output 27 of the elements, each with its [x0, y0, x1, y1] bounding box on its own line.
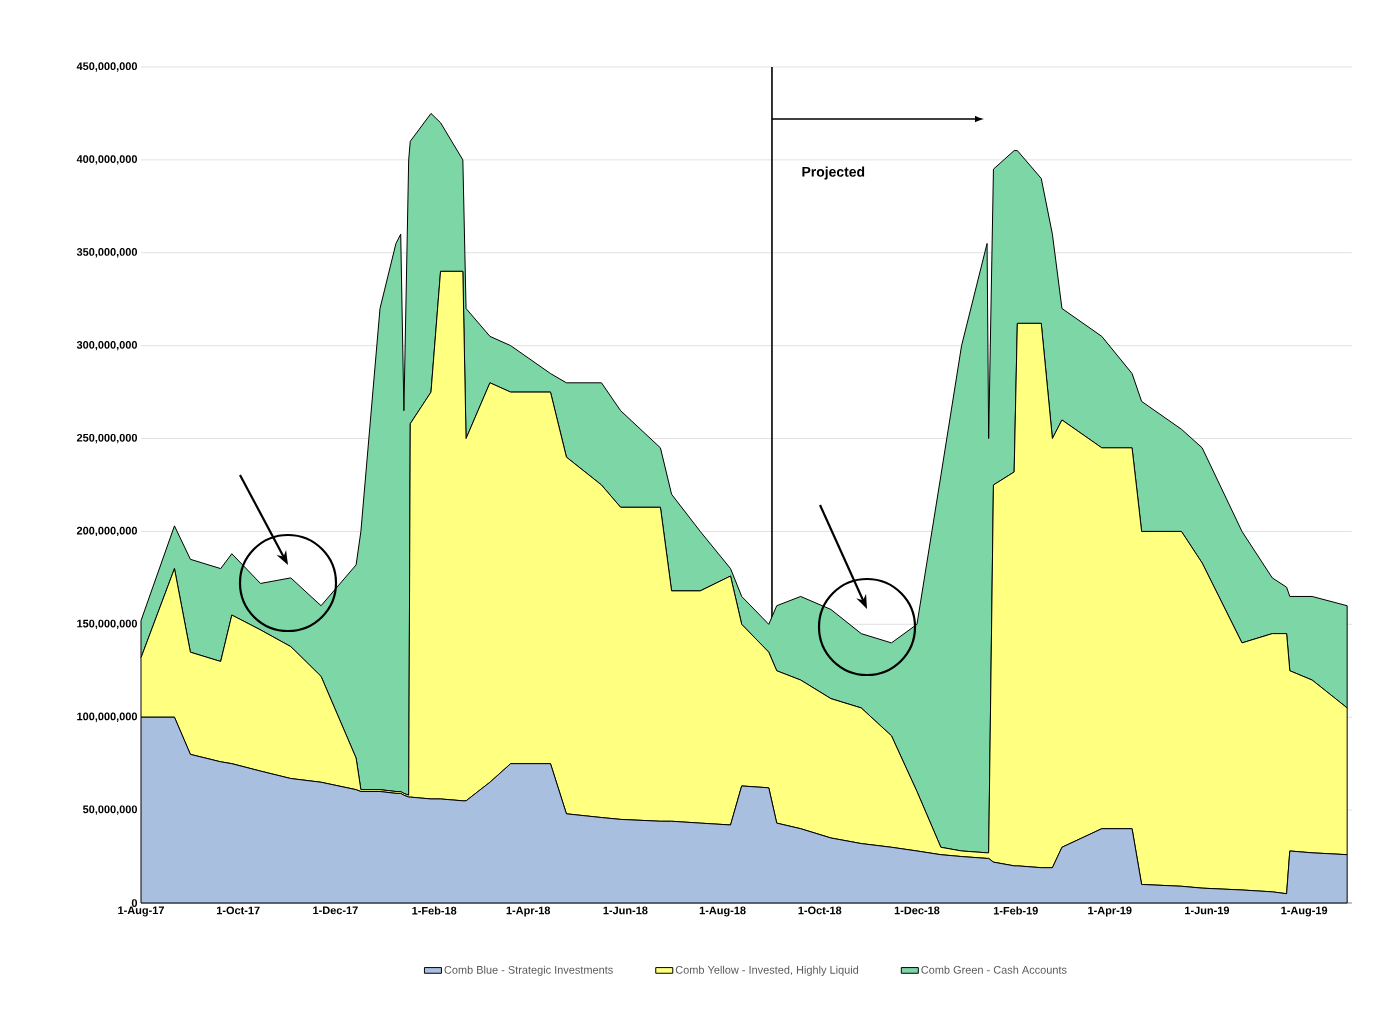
y-tick-label: 450,000,000 — [76, 62, 138, 72]
x-tick-label: 1-Aug-17 — [118, 906, 164, 917]
x-tick-label: 1-Apr-19 — [1088, 906, 1132, 917]
y-tick-label: 300,000,000 — [76, 340, 138, 351]
x-tick-label: 1-Aug-18 — [699, 906, 746, 917]
y-tick-label: 350,000,000 — [76, 248, 138, 258]
legend-label: Comb Blue - Strategic Investments — [444, 965, 613, 976]
x-tick-label: 1-Jun-19 — [1185, 906, 1230, 915]
y-tick-label: 400,000,000 — [76, 155, 138, 165]
x-tick-label: 1-Apr-18 — [506, 906, 551, 917]
y-tick-label: 100,000,000 — [77, 712, 138, 722]
y-tick-label: 200,000,000 — [76, 526, 138, 537]
x-tick-label: 1-Oct-18 — [798, 906, 842, 915]
ref-line-label: Projected — [802, 166, 865, 180]
x-tick-label: 1-Dec-17 — [313, 906, 358, 915]
y-tick-label: 150,000,000 — [77, 619, 138, 630]
y-tick-label: 250,000,000 — [76, 433, 138, 444]
x-tick-label: 1-Aug-19 — [1281, 906, 1328, 917]
x-tick-label: 1-Jun-18 — [603, 906, 648, 915]
y-tick-label: 50,000,000 — [82, 805, 138, 815]
legend-label: Comb Yellow - Invested, Highly Liquid — [675, 965, 859, 976]
legend-label: Comb Green - Cash Accounts — [921, 965, 1067, 974]
y-tick-label: 0 — [131, 899, 138, 907]
x-tick-label: 1-Feb-19 — [993, 906, 1038, 915]
x-tick-label: 1-Feb-18 — [412, 906, 457, 915]
x-tick-label: 1-Dec-18 — [894, 906, 940, 915]
x-tick-label: 1-Oct-17 — [216, 906, 260, 915]
